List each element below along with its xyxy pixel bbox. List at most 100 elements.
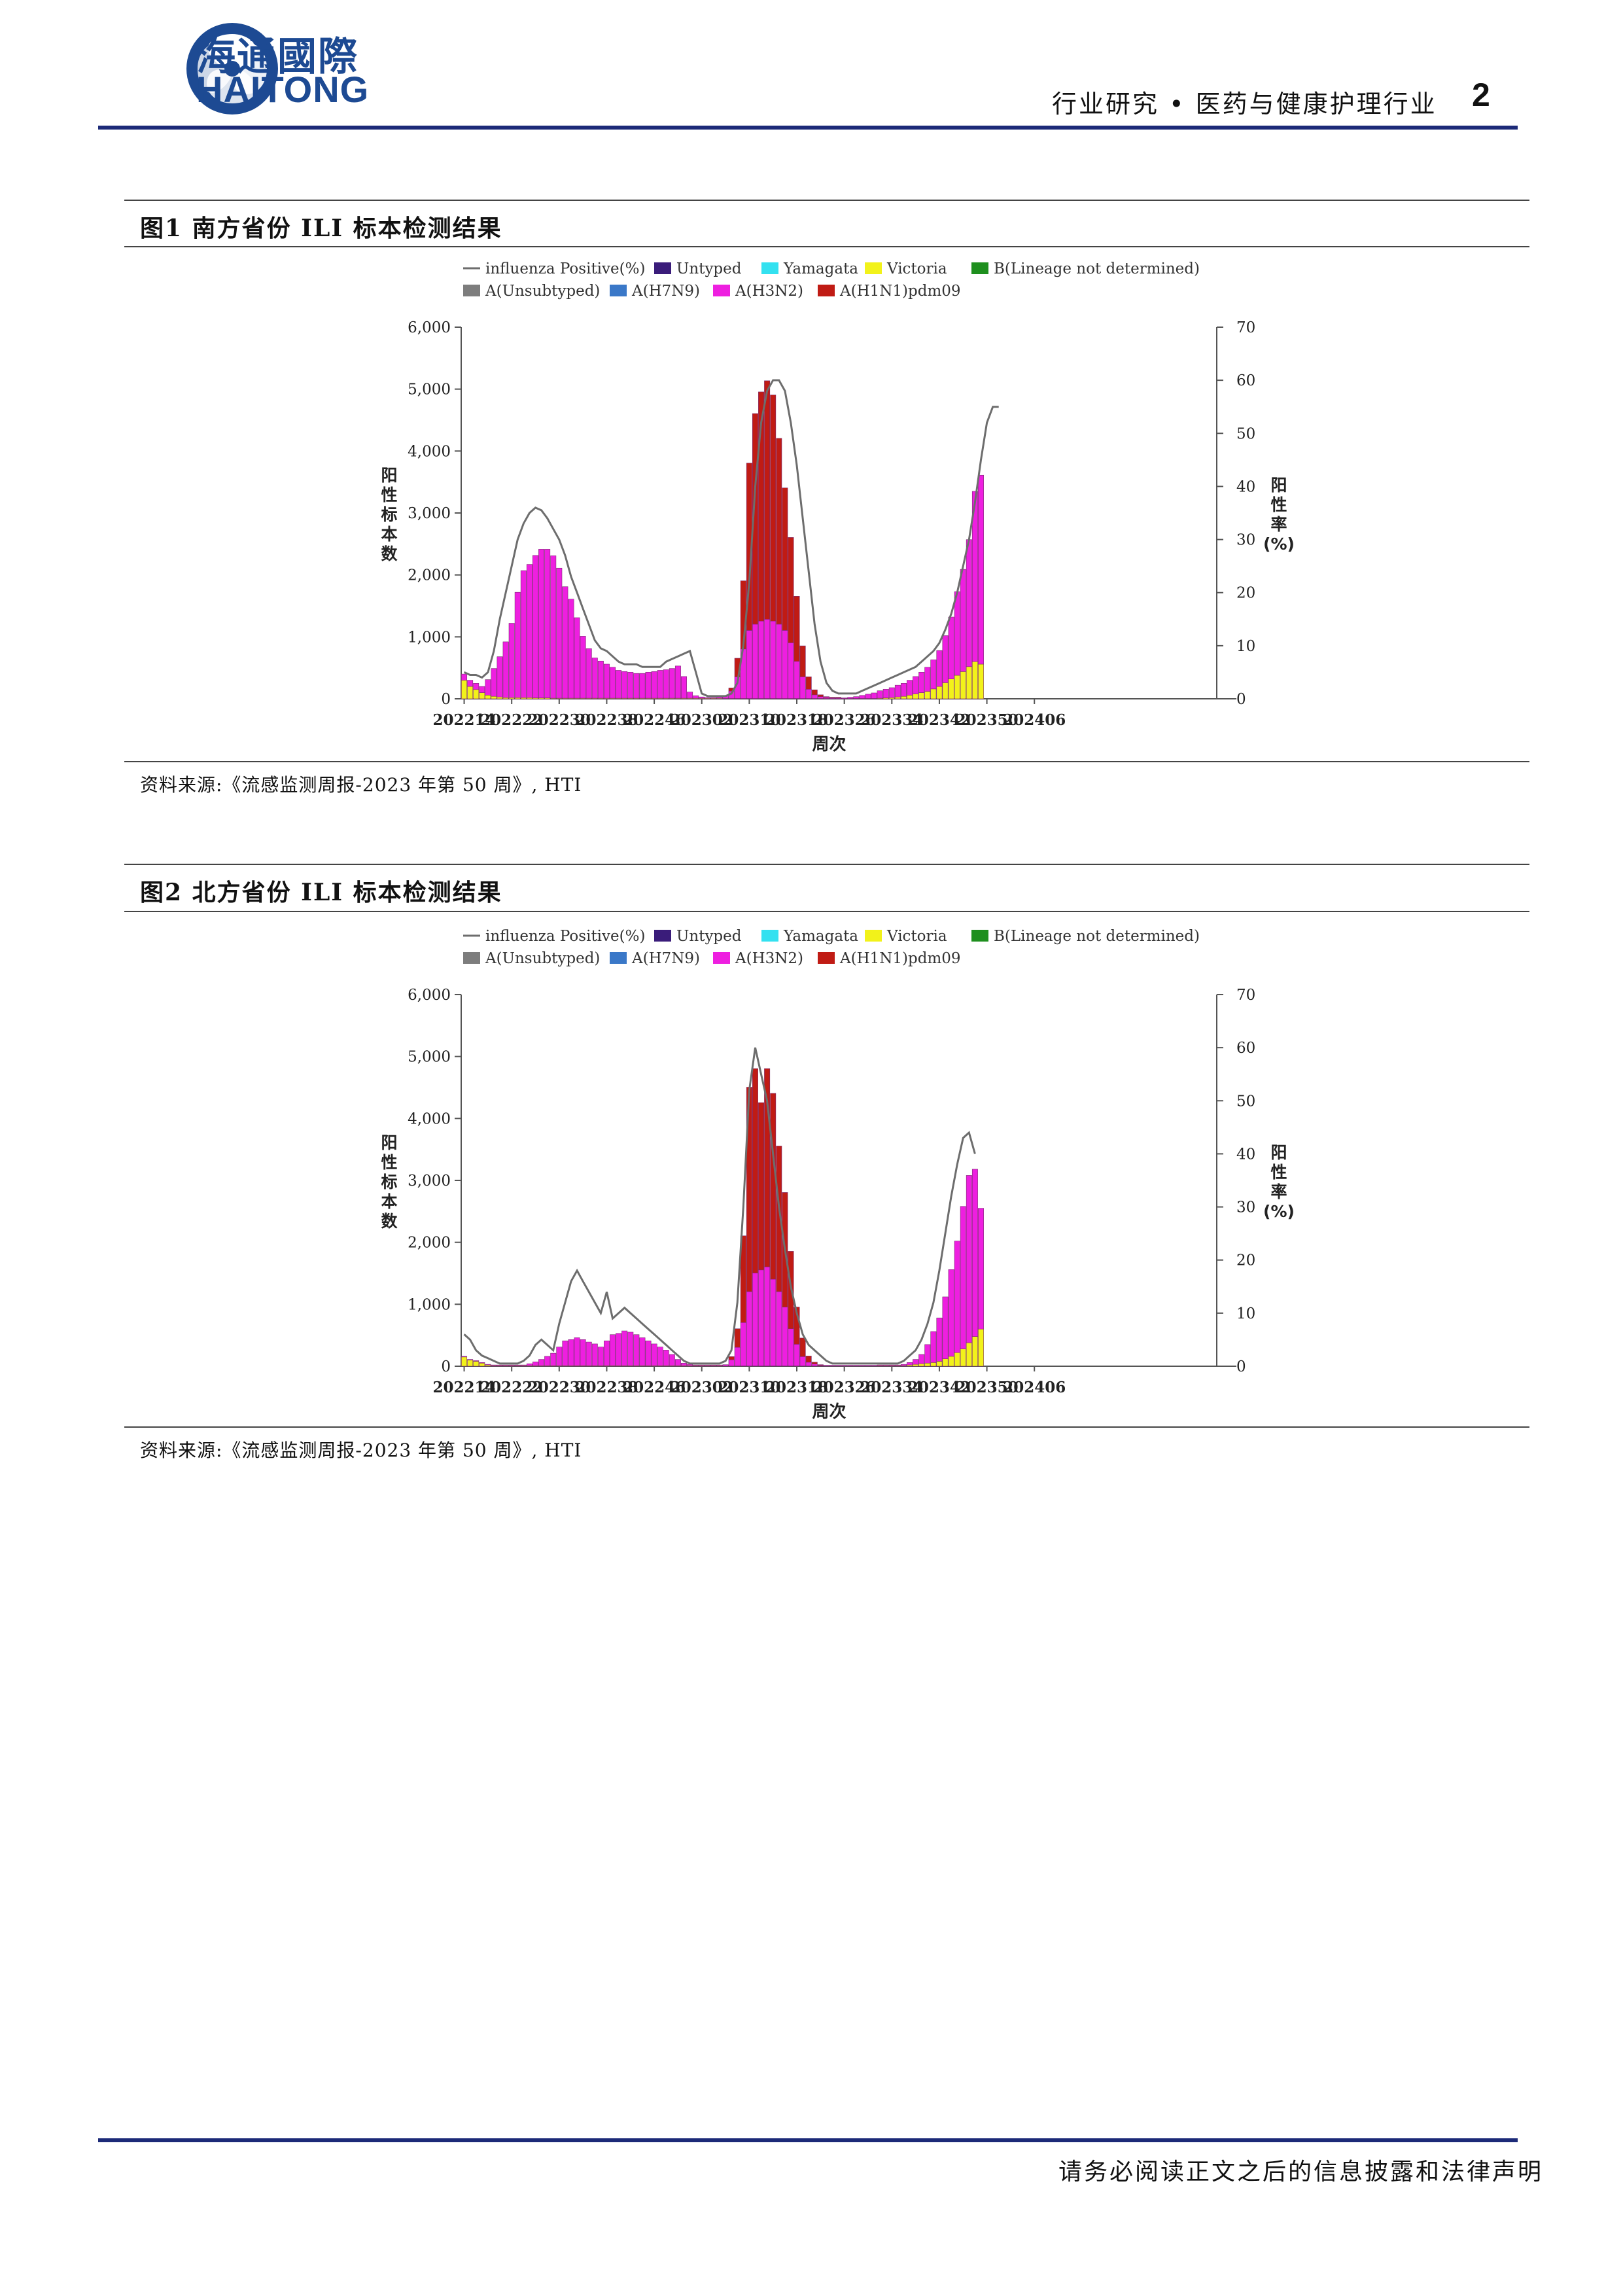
bar-victoria: [473, 689, 480, 699]
bar-a-h3n2: [913, 676, 919, 694]
bar-a-h3n2: [758, 620, 765, 699]
y2-axis-title-char: 阳: [1270, 476, 1287, 495]
bar-a-h3n2: [508, 1364, 515, 1366]
bar-a-h3n2: [491, 1364, 497, 1366]
logo-chinese-name: 海通國際: [196, 34, 358, 80]
x-tick-label: 202406: [1003, 1379, 1066, 1396]
bar-a-h1n1-pdm09: [788, 537, 794, 643]
bar-victoria: [485, 695, 491, 699]
x-axis-title: 周次: [812, 1402, 846, 1422]
x-tick-label: 202214: [433, 711, 496, 729]
bar-a-h1n1-pdm09: [794, 596, 800, 662]
bar-a-h3n2: [633, 1334, 640, 1366]
legend-label-b-lineage-not-determined: B(Lineage not determined): [994, 928, 1200, 945]
bar-victoria: [918, 692, 925, 699]
bar-victoria: [913, 694, 919, 699]
bar-a-h3n2: [770, 620, 777, 699]
bar-a-h3n2: [960, 569, 966, 672]
bar-a-h3n2: [728, 1359, 735, 1366]
y2-axis-title-char: 性: [1270, 495, 1287, 514]
bar-a-h3n2: [907, 1362, 913, 1366]
bar-victoria: [913, 1364, 919, 1367]
bar-a-h3n2: [568, 1339, 574, 1366]
y2-tick-label: 60: [1236, 1040, 1255, 1057]
figure-2-source: 资料来源:《流感监测周报-2023 年第 50 周》, HTI: [140, 1439, 582, 1461]
y-axis-title-char: 数: [381, 1212, 398, 1231]
header-divider: [98, 126, 1518, 130]
bar-a-h3n2: [936, 650, 943, 687]
bar-victoria: [960, 1349, 966, 1367]
bar-a-h3n2: [616, 670, 622, 699]
bar-a-h3n2: [817, 696, 824, 699]
bar-a-h3n2: [645, 671, 652, 699]
legend-label-a-unsubtyped: A(Unsubtyped): [485, 283, 600, 300]
bar-a-h3n2: [544, 1356, 551, 1366]
x-tick-label: 202238: [575, 1379, 638, 1396]
legend-label-a-h3n2: A(H3N2): [735, 283, 803, 300]
bar-a-h3n2: [942, 635, 949, 683]
logo-english-name: HAITONG: [196, 69, 370, 110]
bar-a-h3n2: [936, 1317, 943, 1362]
bar-a-h3n2: [782, 630, 788, 699]
y2-axis-title-char: 性: [1270, 1163, 1287, 1182]
bar-a-h3n2: [520, 570, 527, 698]
bar-a-h3n2: [799, 677, 806, 699]
bar-a-h3n2: [556, 567, 563, 699]
legend-swatch-a-h1n1-pdm09: [818, 952, 835, 964]
footer-divider: [98, 2138, 1518, 2142]
bar-a-h3n2: [841, 698, 848, 699]
legend-swatch-a-h3n2: [713, 952, 730, 964]
figure-1-source: 资料来源:《流感监测周报-2023 年第 50 周》, HTI: [140, 774, 582, 796]
bar-a-h3n2: [971, 1169, 978, 1337]
x-tick-label: 202326: [813, 711, 876, 729]
bar-a-h3n2: [580, 1339, 586, 1366]
x-tick-label: 202230: [528, 711, 591, 729]
legend-swatch-yamagata: [761, 930, 778, 942]
legend-label-yamagata: Yamagata: [783, 260, 858, 277]
bar-a-h3n2: [526, 1363, 532, 1366]
bar-a-h1n1-pdm09: [799, 1337, 806, 1357]
legend-swatch-a-unsubtyped: [463, 285, 480, 296]
bar-a-h3n2: [485, 679, 491, 696]
bar-a-h3n2: [591, 658, 598, 699]
bar-a-h3n2: [663, 669, 669, 699]
bar-a-h3n2: [930, 1331, 937, 1363]
bar-a-h3n2: [978, 1208, 984, 1330]
bar-a-h3n2: [610, 1334, 616, 1366]
x-tick-label: 202334: [860, 711, 923, 729]
x-tick-label: 202302: [671, 711, 733, 729]
bar-a-h3n2: [669, 1354, 675, 1366]
bar-a-h3n2: [538, 549, 545, 698]
y2-tick-label: 40: [1236, 478, 1255, 495]
legend-label-influenza-positive: influenza Positive(%): [485, 928, 645, 945]
legend-label-victoria: Victoria: [886, 260, 947, 277]
legend-label-victoria: Victoria: [886, 928, 947, 945]
bar-a-h3n2: [847, 697, 854, 699]
bar-a-h3n2: [574, 617, 580, 699]
bar-a-h3n2: [479, 686, 485, 693]
bar-a-h3n2: [752, 624, 758, 699]
bar-a-h3n2: [657, 1347, 663, 1366]
bar-a-h3n2: [710, 1364, 717, 1366]
legend-swatch-untyped: [654, 930, 671, 942]
x-tick-label: 202318: [765, 1379, 828, 1396]
y-axis-title-char: 标: [381, 1173, 397, 1192]
x-tick-label: 202342: [908, 1379, 971, 1396]
bar-a-h3n2: [918, 671, 925, 693]
y2-tick-label: 40: [1236, 1146, 1255, 1163]
bar-victoria: [948, 679, 954, 699]
bar-victoria: [942, 1358, 949, 1367]
bar-victoria: [930, 688, 937, 699]
bar-a-h3n2: [882, 1364, 889, 1366]
legend-swatch-b-lineage-not-determined: [971, 262, 988, 274]
x-tick-label: 202326: [813, 1379, 876, 1396]
x-tick-label: 202310: [718, 1379, 780, 1396]
bar-victoria: [461, 680, 468, 699]
bar-a-h3n2: [794, 661, 800, 699]
bar-a-h3n2: [556, 1347, 563, 1366]
y2-axis-title-char: 率: [1270, 515, 1287, 534]
bar-a-h3n2: [930, 660, 937, 690]
bar-a-h3n2: [758, 1269, 765, 1366]
y2-tick-label: 50: [1236, 425, 1255, 442]
bar-a-h3n2: [621, 671, 628, 699]
